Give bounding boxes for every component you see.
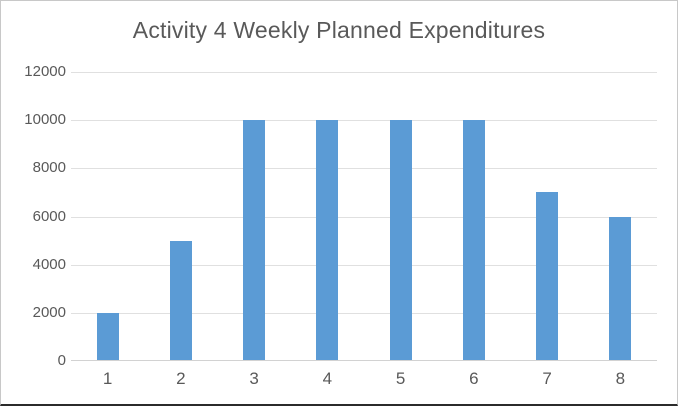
x-tick-label: 5 bbox=[395, 369, 406, 388]
gridline bbox=[71, 216, 657, 218]
gridline bbox=[71, 120, 657, 122]
x-tick-label: 3 bbox=[249, 369, 259, 388]
x-tick-label: 1 bbox=[102, 369, 113, 388]
bar bbox=[389, 120, 412, 361]
y-tick-label: 4000 bbox=[32, 255, 66, 273]
y-tick-label: 8000 bbox=[32, 159, 66, 177]
plot-area bbox=[71, 72, 657, 361]
bar bbox=[609, 216, 632, 361]
y-tick-label: 2000 bbox=[32, 303, 66, 321]
y-tick-label: 0 bbox=[57, 352, 66, 369]
gridline bbox=[71, 72, 657, 73]
gridline bbox=[71, 168, 657, 170]
bar bbox=[462, 120, 485, 361]
x-tick-label: 7 bbox=[542, 369, 552, 388]
y-tick-label: 6000 bbox=[32, 207, 66, 225]
x-tick-label: 6 bbox=[469, 369, 479, 388]
x-tick-label: 4 bbox=[322, 369, 333, 388]
gridline bbox=[71, 264, 657, 266]
x-tick-label: 8 bbox=[615, 369, 626, 388]
bar bbox=[243, 120, 266, 361]
bar bbox=[536, 192, 559, 361]
x-axis-line bbox=[71, 360, 657, 361]
x-tick-label: 2 bbox=[176, 369, 186, 388]
bar bbox=[316, 120, 339, 361]
chart-title: Activity 4 Weekly Planned Expenditures bbox=[132, 17, 546, 43]
y-tick-label: 12000 bbox=[24, 63, 66, 80]
bar bbox=[169, 240, 192, 361]
bar bbox=[96, 312, 119, 361]
gridline bbox=[71, 312, 657, 314]
y-tick-label: 10000 bbox=[24, 111, 66, 129]
